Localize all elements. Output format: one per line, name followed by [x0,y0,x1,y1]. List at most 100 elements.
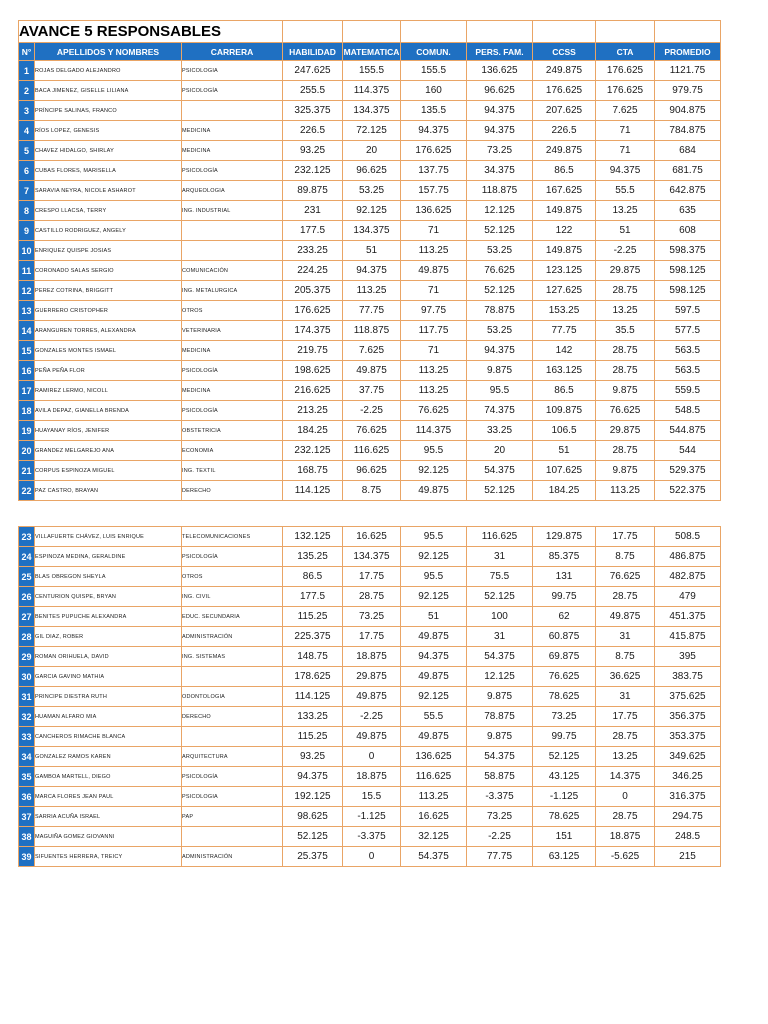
row-number-cell: 18 [18,400,35,421]
student-name-cell: CORONADO SALAS SERGIO [34,260,182,281]
score-cell: 49.875 [400,626,467,647]
score-cell: 69.875 [532,646,596,667]
score-cell: 86.5 [532,380,596,401]
score-cell: 479 [654,586,721,607]
student-name-cell: PRINCIPE DIESTRA RUTH [34,686,182,707]
score-cell: 16.625 [342,526,401,547]
score-cell: 9.875 [466,686,533,707]
score-cell: 17.75 [595,706,655,727]
row-number-cell: 30 [18,666,35,687]
career-cell: ARQUITECTURA [181,746,283,767]
score-cell: 129.875 [532,526,596,547]
student-name-cell: ESPINOZA MEDINA, GERALDINE [34,546,182,567]
score-cell: 635 [654,200,721,221]
score-cell: 35.5 [595,320,655,341]
table-row: 2 BACA JIMENEZ, GISELLE LILIANA PSICOLOGÍA… [18,80,721,101]
score-cell: 71 [595,120,655,141]
student-name-cell: BACA JIMENEZ, GISELLE LILIANA [34,80,182,101]
career-cell: OTROS [181,300,283,321]
rows-block-1: 1 ROJAS DELGADO ALEJANDRO PSICOLOGIA 247.62… [18,60,721,501]
score-cell: 51 [400,606,467,627]
score-cell: 109.875 [532,400,596,421]
row-number-cell: 36 [18,786,35,807]
score-cell: 113.25 [400,380,467,401]
score-cell: 163.125 [532,360,596,381]
empty-cell [654,20,721,43]
score-cell: 95.5 [400,566,467,587]
score-cell: 784.875 [654,120,721,141]
career-cell: PSICOLOGÍA [181,766,283,787]
score-cell: 49.875 [595,606,655,627]
score-cell: 207.625 [532,100,596,121]
score-cell: 155.5 [342,60,401,81]
row-number-cell: 24 [18,546,35,567]
score-cell: 134.375 [342,100,401,121]
score-cell: 224.25 [282,260,343,281]
score-cell: 226.5 [282,120,343,141]
score-cell: 106.5 [532,420,596,441]
score-cell: 53.25 [466,240,533,261]
score-cell: 149.875 [532,240,596,261]
student-name-cell: BENITES PUPUCHE ALEXANDRA [34,606,182,627]
row-number-cell: 19 [18,420,35,441]
score-cell: 198.625 [282,360,343,381]
score-cell: 127.625 [532,280,596,301]
student-name-cell: RAMIREZ LERMO, NICOLL [34,380,182,401]
score-cell: -2.25 [342,400,401,421]
score-cell: 0 [342,746,401,767]
score-cell: 31 [466,626,533,647]
table-row: 22 PAZ CASTRO, BRAYAN DERECHO 114.125 8.75 49… [18,480,721,501]
column-header: N° [18,42,35,61]
score-cell: 151 [532,826,596,847]
column-header: CCSS [532,42,596,61]
score-cell: 78.875 [466,300,533,321]
score-cell: 155.5 [400,60,467,81]
score-cell: 92.125 [342,200,401,221]
student-name-cell: SARRIA ACUÑA ISRAEL [34,806,182,827]
score-cell: 226.5 [532,120,596,141]
score-cell: 134.375 [342,220,401,241]
career-cell: PAP [181,806,283,827]
score-cell: 53.25 [342,180,401,201]
score-cell: 544.875 [654,420,721,441]
score-cell: 49.875 [400,260,467,281]
table-row: 1 ROJAS DELGADO ALEJANDRO PSICOLOGIA 247.62… [18,60,721,81]
score-cell: 76.625 [400,400,467,421]
score-cell: 78.625 [532,806,596,827]
score-cell: 249.875 [532,60,596,81]
score-cell: 598.125 [654,280,721,301]
score-cell: 136.625 [400,200,467,221]
table-row: 18 AVILA DEPAZ, GIANELLA BRENDA PSICOLOGÍA… [18,400,721,421]
score-cell: 92.125 [400,586,467,607]
score-cell: 94.375 [342,260,401,281]
table-row: 23 VILLAFUERTE CHÁVEZ, LUIS ENRIQUE TELECO… [18,526,721,547]
score-cell: 118.875 [466,180,533,201]
score-cell: 7.625 [342,340,401,361]
row-number-cell: 4 [18,120,35,141]
score-cell: 184.25 [532,480,596,501]
score-cell: 681.75 [654,160,721,181]
score-cell: 135.25 [282,546,343,567]
row-number-cell: 2 [18,80,35,101]
student-name-cell: CRESPO LLACSA, TERRY [34,200,182,221]
score-cell: 78.875 [466,706,533,727]
student-name-cell: VILLAFUERTE CHÁVEZ, LUIS ENRIQUE [34,526,182,547]
score-cell: 176.625 [400,140,467,161]
score-cell: 232.125 [282,440,343,461]
score-cell: 25.375 [282,846,343,867]
score-cell: 160 [400,80,467,101]
score-cell: 55.5 [595,180,655,201]
score-cell: 98.625 [282,806,343,827]
score-cell: 13.25 [595,200,655,221]
career-cell: OBSTETRICIA [181,420,283,441]
score-cell: 12.125 [466,666,533,687]
score-cell: 96.625 [342,460,401,481]
score-cell: 29.875 [595,260,655,281]
table-row: 25 BLAS OBREGON SHEYLA OTROS 86.5 17.75 95.5 7… [18,566,721,587]
score-cell: 77.75 [342,300,401,321]
score-cell: 92.125 [400,686,467,707]
career-cell: ING. CIVIL [181,586,283,607]
table-row: 34 GONZALEZ RAMOS KAREN ARQUITECTURA 93.25 0… [18,746,721,767]
score-cell: 28.75 [595,726,655,747]
